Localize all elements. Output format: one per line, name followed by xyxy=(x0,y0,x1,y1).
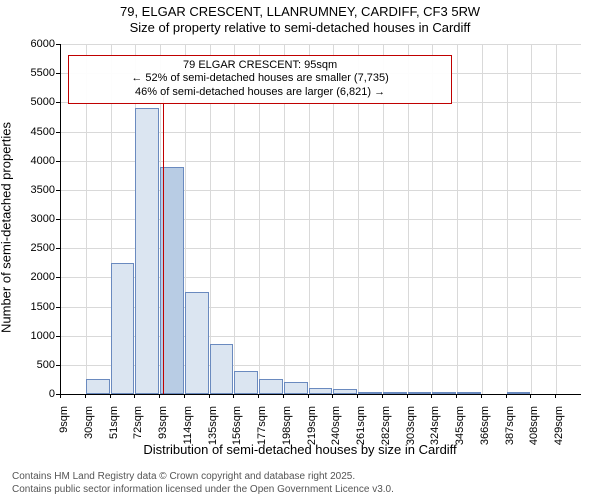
histogram-bar xyxy=(309,388,333,394)
ytick-mark xyxy=(56,277,60,278)
ytick-label: 500 xyxy=(15,359,55,371)
xtick-mark xyxy=(159,394,160,398)
ytick-mark xyxy=(56,132,60,133)
ytick-mark xyxy=(56,102,60,103)
gridline-v xyxy=(507,44,508,394)
ytick-label: 2500 xyxy=(15,242,55,254)
xtick-mark xyxy=(308,394,309,398)
highlight-marker-line xyxy=(163,95,164,394)
xtick-mark xyxy=(258,394,259,398)
chart-subtitle: Size of property relative to semi-detach… xyxy=(0,20,600,35)
histogram-bar xyxy=(185,292,209,394)
annotation-line3: 46% of semi-detached houses are larger (… xyxy=(75,86,444,100)
histogram-bar xyxy=(383,392,407,394)
xtick-mark xyxy=(233,394,234,398)
chart-container: 79, ELGAR CRESCENT, LLANRUMNEY, CARDIFF,… xyxy=(0,0,600,500)
annotation-box: 79 ELGAR CRESCENT: 95sqm← 52% of semi-de… xyxy=(68,55,451,104)
xtick-mark xyxy=(481,394,482,398)
histogram-bar xyxy=(408,392,432,394)
annotation-line1: 79 ELGAR CRESCENT: 95sqm xyxy=(75,59,444,73)
histogram-bar xyxy=(86,379,110,394)
footer-line1: Contains HM Land Registry data © Crown c… xyxy=(12,471,394,484)
xtick-mark xyxy=(357,394,358,398)
histogram-bar xyxy=(234,371,258,394)
xtick-mark xyxy=(134,394,135,398)
xtick-mark xyxy=(184,394,185,398)
gridline-v xyxy=(531,44,532,394)
ytick-label: 3500 xyxy=(15,184,55,196)
ytick-label: 2000 xyxy=(15,271,55,283)
gridline-v xyxy=(556,44,557,394)
plot-area: 79 ELGAR CRESCENT: 95sqm← 52% of semi-de… xyxy=(60,44,581,395)
ytick-mark xyxy=(56,219,60,220)
y-axis-label: Number of semi-detached properties xyxy=(0,122,14,333)
histogram-bar xyxy=(333,389,357,394)
ytick-label: 6000 xyxy=(15,38,55,50)
footer-line2: Contains public sector information licen… xyxy=(12,484,394,497)
ytick-mark xyxy=(56,73,60,74)
footer-text: Contains HM Land Registry data © Crown c… xyxy=(12,471,394,496)
ytick-label: 5000 xyxy=(15,96,55,108)
ytick-label: 1500 xyxy=(15,301,55,313)
xtick-mark xyxy=(283,394,284,398)
xtick-mark xyxy=(506,394,507,398)
histogram-bar xyxy=(210,344,234,394)
annotation-line2: ← 52% of semi-detached houses are smalle… xyxy=(75,72,444,86)
ytick-mark xyxy=(56,365,60,366)
ytick-mark xyxy=(56,190,60,191)
ytick-label: 0 xyxy=(15,388,55,400)
ytick-label: 1000 xyxy=(15,330,55,342)
xtick-mark xyxy=(456,394,457,398)
ytick-mark xyxy=(56,161,60,162)
ytick-mark xyxy=(56,336,60,337)
histogram-bar xyxy=(259,379,283,394)
chart-title: 79, ELGAR CRESCENT, LLANRUMNEY, CARDIFF,… xyxy=(0,4,600,19)
xtick-mark xyxy=(85,394,86,398)
xtick-mark xyxy=(407,394,408,398)
gridline-v xyxy=(482,44,483,394)
xtick-mark xyxy=(555,394,556,398)
xtick-mark xyxy=(431,394,432,398)
ytick-label: 4000 xyxy=(15,155,55,167)
xtick-mark xyxy=(209,394,210,398)
ytick-label: 5500 xyxy=(15,67,55,79)
histogram-bar xyxy=(457,392,481,394)
histogram-bar xyxy=(160,167,184,395)
histogram-bar xyxy=(358,392,382,394)
histogram-bar xyxy=(111,263,135,394)
ytick-mark xyxy=(56,44,60,45)
xtick-mark xyxy=(110,394,111,398)
ytick-label: 3000 xyxy=(15,213,55,225)
xtick-mark xyxy=(332,394,333,398)
histogram-bar xyxy=(284,382,308,394)
ytick-mark xyxy=(56,248,60,249)
ytick-mark xyxy=(56,307,60,308)
xtick-mark xyxy=(60,394,61,398)
ytick-label: 4500 xyxy=(15,126,55,138)
gridline-h xyxy=(61,44,581,45)
xtick-mark xyxy=(382,394,383,398)
histogram-bar xyxy=(507,392,531,394)
gridline-v xyxy=(457,44,458,394)
histogram-bar xyxy=(432,392,456,394)
histogram-bar xyxy=(135,108,159,394)
xtick-mark xyxy=(530,394,531,398)
x-axis-label: Distribution of semi-detached houses by … xyxy=(0,442,600,457)
